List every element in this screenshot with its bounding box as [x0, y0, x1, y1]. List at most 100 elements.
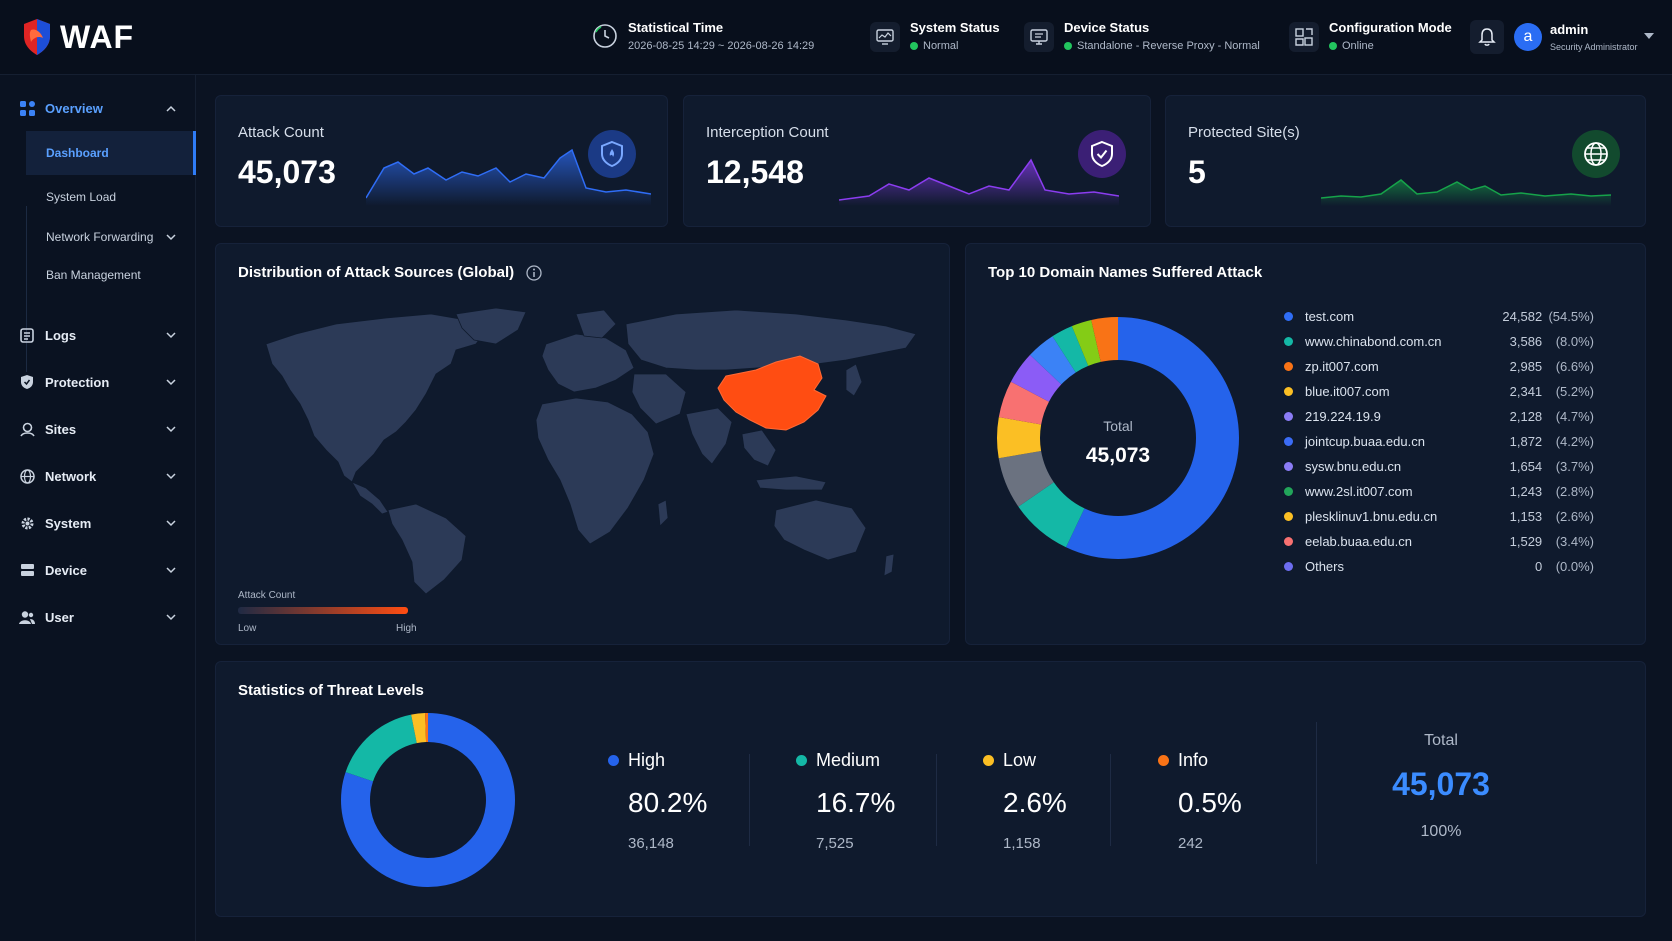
attack-count-card[interactable]: Attack Count 45,073: [215, 95, 668, 227]
user-name[interactable]: admin: [1550, 22, 1589, 37]
sidebar-item-system[interactable]: System: [0, 506, 196, 540]
domain-slice-4[interactable]: [998, 381, 1049, 425]
config-mode-title: Configuration Mode: [1329, 20, 1452, 35]
info-icon[interactable]: [526, 264, 542, 281]
legend-name: test.com: [1304, 309, 1355, 324]
threat-donut-chart[interactable]: [340, 712, 516, 888]
shield-icon: [19, 374, 35, 390]
stat-value: 12,548: [706, 154, 804, 190]
threat-slice-1[interactable]: [345, 714, 417, 782]
world-map[interactable]: [256, 304, 936, 594]
sidebar-item-sites[interactable]: Sites: [0, 412, 196, 446]
caret-down-icon[interactable]: [1644, 32, 1654, 40]
sidebar: Overview Dashboard System Load Network F…: [0, 75, 196, 941]
domain-slice-6[interactable]: [1030, 336, 1076, 385]
legend-name: plesklinuv1.bnu.edu.cn: [1304, 509, 1438, 524]
map-europe: [541, 333, 635, 393]
legend-row[interactable]: www.chinabond.com.cn 3,586 (8.0%): [1284, 329, 1594, 354]
domain-slice-7[interactable]: [1052, 326, 1089, 373]
threat-name: High: [628, 750, 666, 770]
protected-sites-card[interactable]: Protected Site(s) 5: [1165, 95, 1646, 227]
legend-value: 24,582: [1502, 309, 1543, 324]
domain-slice-1[interactable]: [1018, 482, 1085, 548]
map-china-highlight: [717, 355, 827, 431]
monitor-chart-icon: [870, 22, 900, 52]
domain-slice-9[interactable]: [1091, 317, 1118, 362]
avatar[interactable]: a: [1514, 23, 1542, 51]
sidebar-subitem-ban-management[interactable]: Ban Management: [26, 253, 196, 297]
domain-donut-chart[interactable]: [996, 316, 1240, 560]
legend-row[interactable]: test.com 24,582 (54.5%): [1284, 304, 1594, 329]
domain-slice-0[interactable]: [1065, 317, 1239, 559]
legend-name: www.2sl.it007.com: [1304, 484, 1413, 499]
notification-bell-icon[interactable]: [1470, 20, 1504, 54]
user-role: Security Administrator: [1550, 42, 1638, 52]
legend-row[interactable]: zp.it007.com 2,985 (6.6%): [1284, 354, 1594, 379]
device-status-title: Device Status: [1064, 20, 1150, 35]
map-russia: [625, 309, 917, 371]
legend-percent: (54.5%): [1548, 309, 1594, 324]
map-madagascar: [657, 499, 669, 527]
sidebar-item-device[interactable]: Device: [0, 553, 196, 587]
legend-name: blue.it007.com: [1304, 384, 1390, 399]
legend-row[interactable]: plesklinuv1.bnu.edu.cn 1,153 (2.6%): [1284, 504, 1594, 529]
threat-total-pct: 100%: [1420, 823, 1462, 840]
sidebar-item-label: Device: [45, 562, 87, 578]
logo[interactable]: WAF: [22, 18, 134, 56]
legend-value: 1,243: [1509, 484, 1543, 499]
sidebar-item-protection[interactable]: Protection: [0, 365, 196, 399]
sidebar-item-user[interactable]: User: [0, 600, 196, 634]
threat-pct: 16.7%: [816, 787, 896, 818]
domain-slice-8[interactable]: [1071, 319, 1101, 366]
legend-row[interactable]: jointcup.buaa.edu.cn 1,872 (4.2%): [1284, 429, 1594, 454]
sidebar-item-overview[interactable]: Overview: [0, 91, 196, 125]
legend-name: eelab.buaa.edu.cn: [1304, 534, 1412, 549]
logs-icon: [19, 327, 35, 343]
map-japan: [845, 363, 863, 397]
chevron-down-icon: [166, 519, 176, 526]
stat-time-title: Statistical Time: [628, 20, 724, 35]
sidebar-subitem-network-forwarding[interactable]: Network Forwarding: [26, 215, 196, 259]
legend-row[interactable]: sysw.bnu.edu.cn 1,654 (3.7%): [1284, 454, 1594, 479]
legend-row[interactable]: Others 0 (0.0%): [1284, 554, 1594, 579]
sidebar-subitem-dashboard[interactable]: Dashboard: [26, 131, 196, 175]
threat-slice-3[interactable]: [425, 713, 428, 743]
status-dot: [1329, 42, 1337, 50]
threat-slice-0[interactable]: [341, 713, 515, 887]
legend-percent: (3.4%): [1555, 534, 1594, 549]
threat-slice-2[interactable]: [411, 713, 427, 744]
sidebar-item-label: Network: [45, 468, 97, 484]
device-status[interactable]: Device Status Standalone - Reverse Proxy…: [1024, 20, 1260, 52]
legend-percent: (8.0%): [1555, 334, 1594, 349]
sidebar-item-network[interactable]: Network: [0, 459, 196, 493]
map-gradient-bar: [238, 607, 408, 614]
threat-name: Info: [1178, 750, 1209, 770]
threat-dot: [983, 755, 994, 766]
configuration-mode[interactable]: Configuration Mode Online: [1289, 20, 1452, 52]
threat-pct: 80.2%: [628, 787, 708, 818]
legend-row[interactable]: eelab.buaa.edu.cn 1,529 (3.4%): [1284, 529, 1594, 554]
sidebar-subitem-system-load[interactable]: System Load: [26, 175, 196, 219]
sidebar-item-logs[interactable]: Logs: [0, 318, 196, 352]
legend-row[interactable]: blue.it007.com 2,341 (5.2%): [1284, 379, 1594, 404]
sites-sparkline: [1321, 179, 1611, 206]
statistical-time[interactable]: Statistical Time 2026-08-25 14:29 ~ 2026…: [592, 20, 814, 54]
shield-badge-icon: [588, 130, 636, 178]
legend-row[interactable]: www.2sl.it007.com 1,243 (2.8%): [1284, 479, 1594, 504]
interception-sparkline: [839, 158, 1119, 206]
system-status[interactable]: System Status Normal: [870, 20, 1000, 52]
legend-name: www.chinabond.com.cn: [1304, 334, 1442, 349]
domain-slice-2[interactable]: [998, 451, 1054, 507]
domain-slice-3[interactable]: [997, 417, 1042, 459]
chevron-down-icon: [166, 425, 176, 432]
threat-card-title: Statistics of Threat Levels: [238, 682, 424, 699]
legend-row[interactable]: 219.224.19.9 2,128 (4.7%): [1284, 404, 1594, 429]
donut-total-label: Total: [1103, 418, 1133, 434]
domain-slice-5[interactable]: [1010, 354, 1062, 402]
stat-label: Interception Count: [706, 124, 829, 141]
subitem-label: Dashboard: [46, 146, 109, 160]
interception-count-card[interactable]: Interception Count 12,548: [683, 95, 1151, 227]
legend-dot: [1284, 362, 1293, 371]
legend-value: 1,153: [1509, 509, 1543, 524]
threat-dot: [1158, 755, 1169, 766]
